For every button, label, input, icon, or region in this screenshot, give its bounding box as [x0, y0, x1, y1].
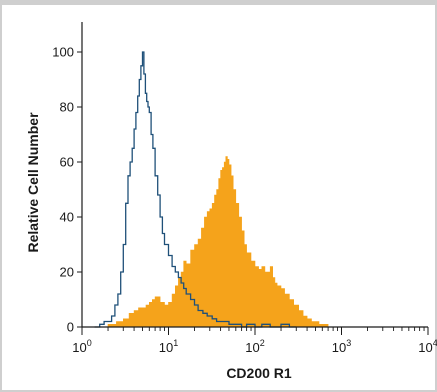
y-axis-label: Relative Cell Number [25, 112, 41, 253]
series-filled-histogram [97, 156, 331, 328]
y-tick-label: 40 [60, 210, 74, 225]
x-tick-label: 103 [332, 338, 351, 355]
y-tick-label: 60 [60, 155, 74, 170]
x-tick-label: 101 [159, 338, 178, 355]
y-tick-label: 20 [60, 265, 74, 280]
y-tick-label: 80 [60, 100, 74, 115]
y-tick-label: 100 [52, 45, 74, 60]
series-outline-histogram [94, 51, 297, 328]
x-axis-label: CD200 R1 [226, 365, 292, 381]
y-tick-label: 0 [67, 320, 74, 335]
x-tick-label: 100 [72, 338, 91, 355]
plot-layer [94, 51, 331, 328]
x-tick-label: 104 [418, 338, 437, 355]
x-tick-label: 102 [245, 338, 264, 355]
axes-layer: 0 20 40 60 80 100 100 101 102 103 104 [52, 22, 437, 355]
